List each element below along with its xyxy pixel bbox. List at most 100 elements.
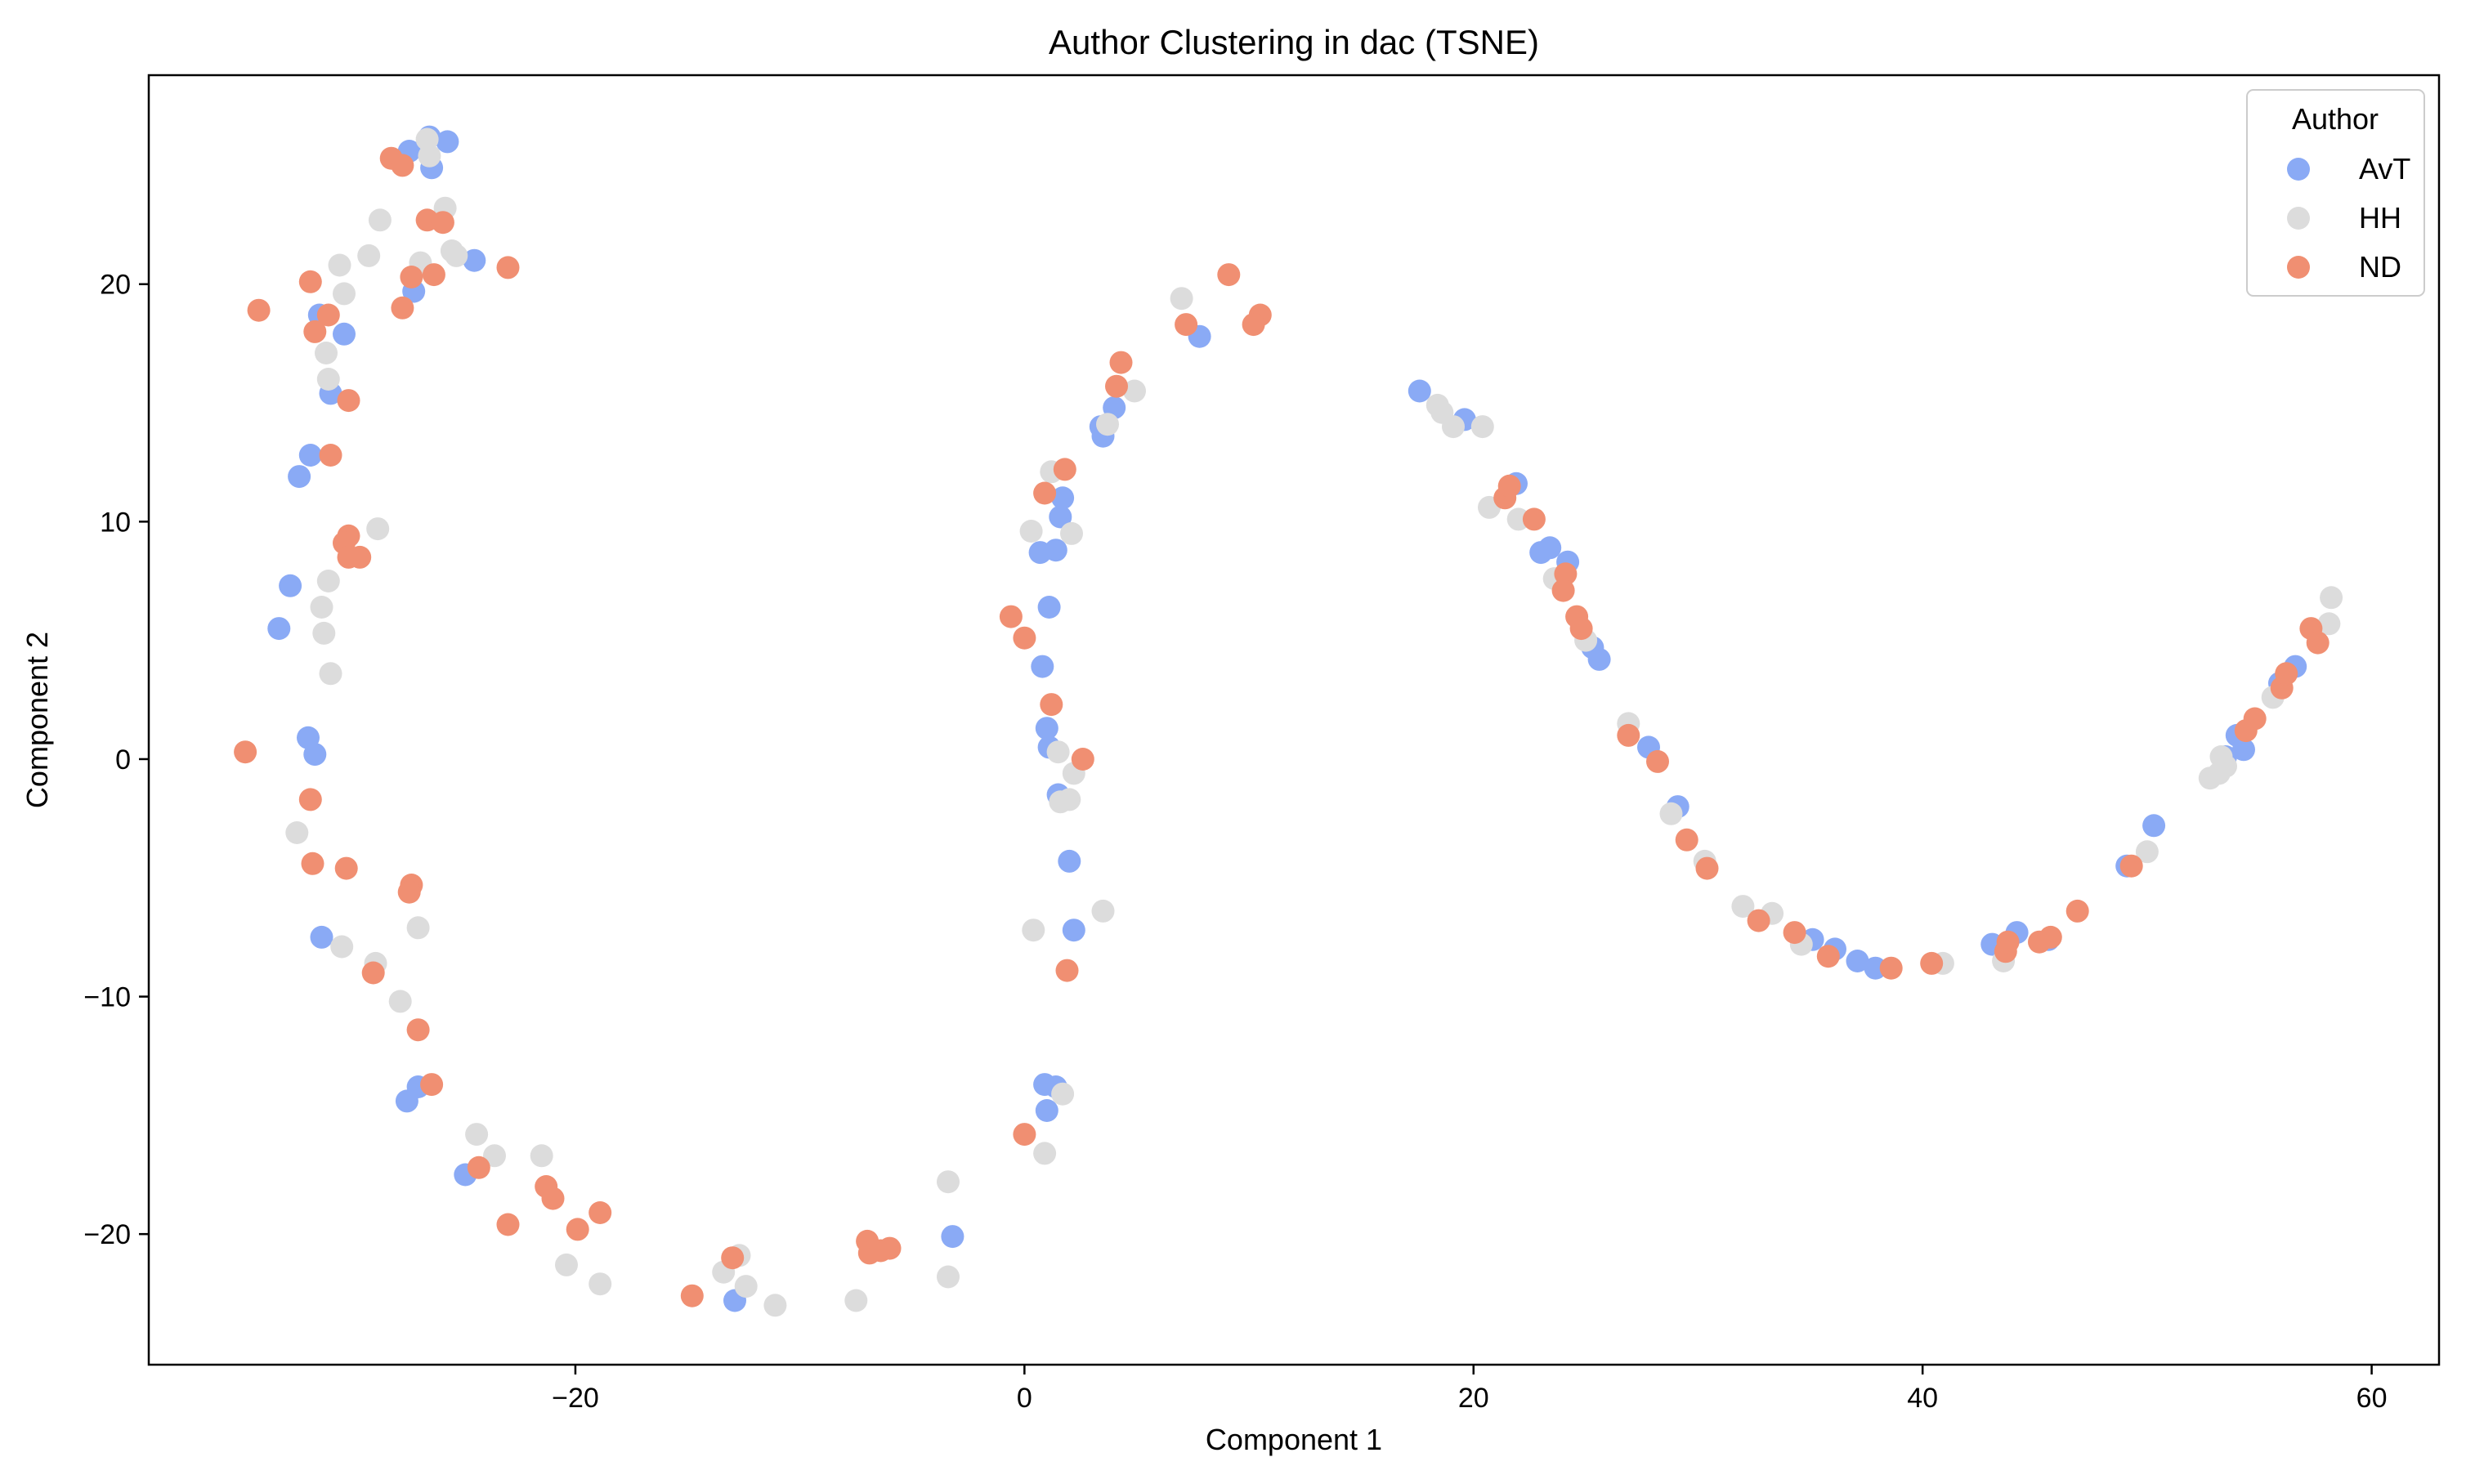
- legend-label-avt: AvT: [2359, 152, 2410, 186]
- point-avt-43: [1538, 536, 1562, 560]
- point-nd-33: [721, 1246, 745, 1270]
- point-nd-34: [680, 1284, 704, 1307]
- point-hh-30: [763, 1294, 787, 1317]
- point-hh-18: [330, 935, 354, 959]
- point-nd-32: [589, 1201, 612, 1224]
- point-avt-52: [1864, 956, 1887, 980]
- point-hh-51: [1470, 415, 1494, 439]
- point-nd-52: [1013, 1123, 1036, 1147]
- point-hh-12: [366, 517, 390, 541]
- point-hh-6: [357, 244, 381, 267]
- point-avt-9: [298, 444, 322, 467]
- point-avt-30: [1031, 655, 1054, 678]
- legend-marker-nd: [2287, 256, 2310, 279]
- point-nd-43: [1109, 351, 1133, 374]
- point-nd-5: [400, 266, 423, 288]
- point-nd-65: [1783, 921, 1806, 945]
- point-nd-62: [1675, 828, 1698, 852]
- point-nd-74: [2119, 854, 2143, 878]
- point-avt-37: [1033, 1073, 1057, 1097]
- point-hh-57: [1659, 802, 1683, 825]
- point-nd-19: [298, 788, 322, 811]
- point-hh-22: [465, 1123, 489, 1147]
- point-avt-12: [267, 617, 291, 641]
- point-nd-64: [1747, 909, 1770, 932]
- point-hh-71: [2320, 586, 2343, 610]
- point-hh-17: [285, 821, 309, 844]
- point-avt-31: [1035, 717, 1058, 740]
- point-nd-76: [2243, 707, 2267, 731]
- point-nd-17: [348, 545, 372, 569]
- point-nd-6: [422, 263, 445, 287]
- point-hh-1: [418, 144, 441, 168]
- y-tick-label: −20: [83, 1219, 131, 1250]
- legend: Author AvT HH ND: [2246, 89, 2425, 297]
- point-nd-73: [2065, 899, 2089, 923]
- point-hh-31: [844, 1289, 868, 1312]
- point-nd-45: [1053, 458, 1076, 481]
- point-hh-10: [315, 342, 338, 364]
- point-hh-9: [333, 282, 356, 306]
- point-nd-23: [397, 880, 421, 904]
- point-hh-29: [734, 1275, 758, 1298]
- point-nd-55: [1522, 507, 1546, 531]
- point-nd-51: [1055, 959, 1079, 982]
- point-avt-39: [1408, 379, 1431, 403]
- point-hh-47: [1033, 1142, 1057, 1165]
- y-tick-label: 20: [100, 270, 131, 301]
- point-avt-46: [1587, 647, 1611, 671]
- point-hh-11: [316, 368, 340, 391]
- point-nd-61: [1646, 749, 1669, 773]
- point-hh-67: [2209, 745, 2233, 768]
- y-tick-label: 10: [100, 507, 131, 538]
- point-nd-24: [361, 961, 385, 985]
- point-hh-25: [555, 1253, 578, 1276]
- legend-marker-hh: [2287, 207, 2310, 230]
- x-tick-label: −20: [552, 1383, 599, 1414]
- point-nd-1: [391, 154, 414, 177]
- point-avt-11: [279, 574, 302, 597]
- y-tick-label: −10: [83, 982, 131, 1013]
- legend-label-hh: HH: [2359, 201, 2401, 235]
- chart-title: Author Clustering in dac (TSNE): [1049, 23, 1539, 61]
- point-nd-80: [2306, 631, 2329, 655]
- point-nd-44: [1105, 374, 1128, 398]
- x-tick-label: 60: [2356, 1383, 2388, 1414]
- point-nd-18: [234, 740, 257, 764]
- point-avt-7: [333, 322, 356, 346]
- point-nd-41: [1242, 313, 1265, 337]
- point-avt-57: [2142, 814, 2166, 838]
- legend-box: [2246, 89, 2425, 297]
- point-nd-50: [1071, 748, 1094, 771]
- point-nd-72: [2039, 925, 2062, 949]
- point-avt-4: [463, 248, 486, 272]
- point-nd-9: [298, 270, 322, 293]
- point-avt-38: [1035, 1099, 1058, 1122]
- point-hh-70: [2317, 612, 2341, 636]
- point-nd-30: [541, 1187, 565, 1210]
- point-nd-49: [1040, 693, 1063, 717]
- point-hh-39: [1019, 520, 1043, 543]
- point-hh-8: [328, 253, 351, 277]
- x-tick-label: 0: [1017, 1383, 1032, 1414]
- point-nd-25: [406, 1018, 430, 1042]
- point-nd-10: [303, 320, 327, 343]
- point-hh-50: [1442, 415, 1465, 439]
- plot-points: [234, 125, 2343, 1317]
- point-avt-15: [310, 925, 333, 949]
- point-avt-29: [1037, 596, 1061, 619]
- x-axis-label: Component 1: [1206, 1423, 1382, 1456]
- point-avt-25: [1051, 486, 1075, 510]
- point-avt-10: [288, 465, 311, 489]
- point-hh-21: [406, 916, 430, 940]
- series-hh: [285, 127, 2343, 1317]
- point-hh-24: [530, 1144, 553, 1168]
- point-nd-13: [319, 444, 342, 467]
- point-hh-35: [1123, 379, 1146, 403]
- x-axis: −20 0 20 40 60: [552, 1365, 2388, 1414]
- point-hh-23: [483, 1144, 506, 1168]
- point-nd-31: [566, 1218, 589, 1241]
- point-nd-78: [2275, 662, 2298, 686]
- point-nd-47: [999, 605, 1023, 628]
